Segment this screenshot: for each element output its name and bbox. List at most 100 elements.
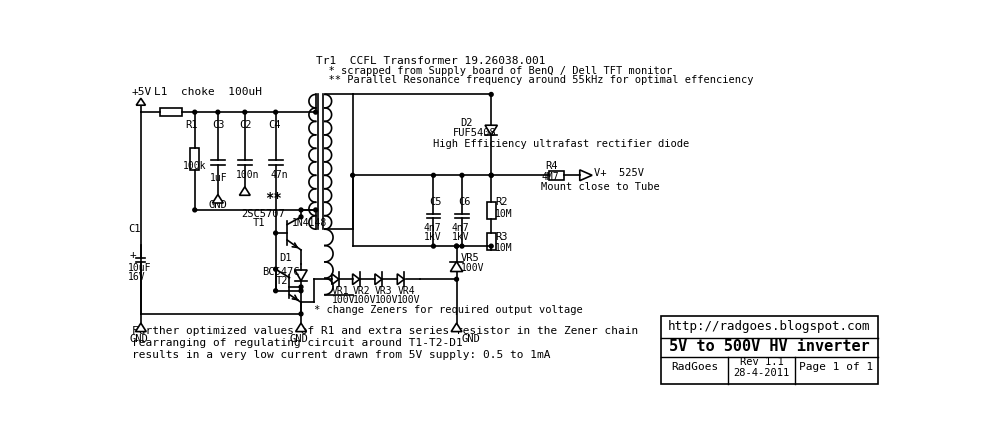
Circle shape	[489, 173, 493, 177]
Bar	[487, 202, 496, 219]
Bar	[487, 233, 496, 250]
Bar	[190, 148, 200, 170]
Circle shape	[432, 244, 435, 248]
Text: L1  choke  100uH: L1 choke 100uH	[154, 87, 262, 97]
Circle shape	[461, 244, 463, 248]
Circle shape	[299, 289, 303, 293]
Bar	[660, 316, 878, 384]
Text: Further optimized values of R1 and extra series resistor in the Zener chain: Further optimized values of R1 and extra…	[132, 326, 638, 336]
Polygon shape	[239, 187, 250, 195]
Circle shape	[299, 285, 303, 289]
Text: C5: C5	[430, 197, 442, 207]
Text: T2: T2	[276, 276, 288, 286]
Text: T1: T1	[253, 218, 265, 228]
Text: Mount close to Tube: Mount close to Tube	[541, 182, 660, 192]
Text: 10M: 10M	[495, 209, 513, 219]
Text: BC547C: BC547C	[263, 266, 300, 276]
Circle shape	[314, 208, 318, 212]
Text: results in a very low current drawn from 5V supply: 0.5 to 1mA: results in a very low current drawn from…	[132, 351, 550, 361]
Text: Tr1  CCFL Transformer 19.26038.001: Tr1 CCFL Transformer 19.26038.001	[317, 56, 546, 66]
Text: 4M7: 4M7	[541, 172, 559, 182]
Text: 1kV: 1kV	[423, 232, 441, 242]
Text: R1: R1	[186, 120, 198, 130]
Polygon shape	[485, 125, 497, 135]
Polygon shape	[580, 170, 592, 181]
Polygon shape	[352, 274, 359, 285]
Text: * change Zeners for required output voltage: * change Zeners for required output volt…	[314, 305, 583, 315]
Circle shape	[455, 277, 459, 281]
Polygon shape	[295, 323, 306, 332]
Text: VR5: VR5	[461, 253, 480, 263]
Polygon shape	[452, 323, 461, 332]
Text: C6: C6	[459, 197, 470, 207]
Polygon shape	[375, 274, 382, 285]
Text: FUF5408: FUF5408	[453, 128, 497, 138]
Text: 100V: 100V	[332, 295, 355, 305]
Circle shape	[193, 110, 197, 114]
Text: D2: D2	[461, 118, 473, 128]
Text: C2: C2	[239, 120, 252, 130]
Circle shape	[193, 208, 197, 212]
Text: 28-4-2011: 28-4-2011	[733, 368, 789, 378]
Text: 16V: 16V	[128, 272, 146, 282]
Text: 100V: 100V	[375, 295, 399, 305]
Circle shape	[350, 173, 354, 177]
Polygon shape	[136, 98, 146, 105]
Polygon shape	[332, 274, 338, 285]
Circle shape	[455, 244, 459, 248]
Text: V+  525V: V+ 525V	[593, 168, 644, 178]
Text: C3: C3	[213, 120, 225, 130]
Bar	[160, 108, 182, 116]
Text: R4: R4	[545, 161, 558, 171]
Text: * scrapped from Supply board of BenQ / Dell TFT monitor: * scrapped from Supply board of BenQ / D…	[317, 66, 673, 76]
Circle shape	[274, 289, 277, 293]
Text: 1kV: 1kV	[452, 232, 469, 242]
Polygon shape	[136, 323, 147, 332]
Text: GND: GND	[461, 333, 480, 344]
Text: 10uF: 10uF	[128, 263, 152, 273]
Circle shape	[432, 173, 435, 177]
Text: 10M: 10M	[495, 243, 513, 253]
Circle shape	[489, 244, 493, 248]
Text: 5V to 500V HV inverter: 5V to 500V HV inverter	[669, 339, 870, 355]
Text: GND: GND	[289, 333, 308, 344]
Text: 100n: 100n	[235, 170, 259, 180]
Text: +: +	[129, 250, 136, 260]
Circle shape	[455, 244, 459, 248]
Circle shape	[461, 173, 463, 177]
Text: R3: R3	[495, 232, 508, 242]
Text: 1N4148: 1N4148	[292, 218, 327, 228]
Circle shape	[274, 231, 277, 235]
Text: ** Parallel Resonance frequency around 55kHz for optimal effenciency: ** Parallel Resonance frequency around 5…	[317, 75, 754, 85]
Text: **: **	[265, 191, 281, 205]
Text: R2: R2	[495, 197, 508, 207]
Text: 100V: 100V	[398, 295, 421, 305]
Text: C4: C4	[268, 120, 280, 130]
Bar	[549, 171, 565, 180]
Text: http://radgoes.blogspot.com: http://radgoes.blogspot.com	[668, 320, 871, 333]
Text: High Efficiency ultrafast rectifier diode: High Efficiency ultrafast rectifier diod…	[434, 139, 690, 149]
Text: RadGoes: RadGoes	[671, 362, 718, 372]
Circle shape	[314, 110, 318, 114]
Text: D1: D1	[279, 253, 292, 263]
Text: GND: GND	[209, 201, 227, 210]
Text: +5V: +5V	[132, 87, 152, 97]
Circle shape	[489, 173, 493, 177]
Text: 100k: 100k	[183, 161, 207, 171]
Text: VR4: VR4	[398, 286, 415, 296]
Text: 2SC5707: 2SC5707	[241, 209, 284, 219]
Circle shape	[274, 110, 277, 114]
Circle shape	[299, 312, 303, 316]
Text: 4n7: 4n7	[423, 223, 441, 233]
Circle shape	[215, 110, 219, 114]
Text: Rev 1.1: Rev 1.1	[740, 357, 783, 368]
Polygon shape	[213, 194, 223, 203]
Circle shape	[243, 110, 247, 114]
Circle shape	[299, 208, 303, 212]
Circle shape	[489, 92, 493, 96]
Text: VR2: VR2	[352, 286, 370, 296]
Text: VR1: VR1	[332, 286, 349, 296]
Text: 1uF: 1uF	[210, 173, 227, 183]
Circle shape	[299, 215, 303, 219]
Text: 100V: 100V	[461, 263, 485, 273]
